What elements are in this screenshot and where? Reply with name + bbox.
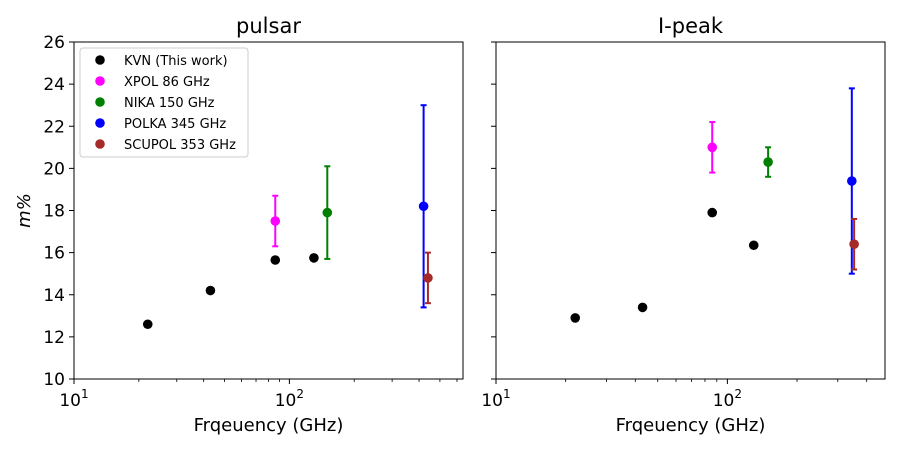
x-tick-label: 101 — [59, 387, 88, 411]
y-tick-label: 26 — [43, 33, 65, 53]
data-point — [309, 253, 319, 263]
legend-marker — [95, 118, 105, 128]
legend-label: SCUPOL 353 GHz — [124, 138, 236, 153]
data-point — [707, 142, 718, 153]
data-point — [763, 157, 773, 167]
legend-box — [79, 47, 249, 158]
data-point — [847, 176, 857, 186]
panel-title: I-peak — [658, 14, 724, 38]
data-point — [570, 313, 581, 323]
legend-label: XPOL 86 GHz — [124, 75, 210, 90]
data-point — [270, 216, 281, 226]
x-tick-label: 101 — [481, 387, 510, 411]
legend-label: NIKA 150 GHz — [124, 96, 215, 111]
y-tick-label: 20 — [43, 159, 65, 179]
data-point — [418, 201, 429, 212]
y-tick-label: 16 — [43, 244, 65, 264]
legend-label: KVN (This work) — [124, 54, 228, 69]
legend-marker — [95, 139, 105, 149]
y-tick-label: 24 — [43, 75, 65, 95]
x-tick-exponent: 1 — [81, 387, 89, 401]
y-tick-label: 14 — [43, 286, 65, 306]
data-point — [322, 207, 333, 218]
plot-frame — [495, 41, 886, 380]
data-point — [849, 239, 859, 249]
x-axis-label: Frqeuency (GHz) — [194, 415, 344, 436]
legend: KVN (This work) XPOL 86 GHz NIKA 150 GHz PO… — [79, 47, 249, 158]
x-tick-exponent: 1 — [503, 387, 511, 401]
data-point — [423, 273, 433, 283]
panel-title: pulsar — [236, 14, 301, 38]
x-tick-base: 10 — [275, 391, 297, 411]
x-tick-base: 10 — [59, 391, 81, 411]
y-axis-label: m% — [14, 193, 35, 228]
x-tick-base: 10 — [481, 391, 503, 411]
legend-marker — [95, 97, 105, 107]
x-tick-exponent: 2 — [734, 387, 742, 401]
plot-frame — [73, 41, 464, 380]
data-point — [637, 302, 648, 313]
data-point — [707, 207, 718, 218]
y-tick-label: 10 — [43, 370, 65, 390]
data-point — [748, 240, 759, 251]
y-tick-label: 12 — [43, 328, 65, 348]
x-tick-exponent: 2 — [296, 387, 304, 401]
data-point — [205, 285, 216, 296]
y-tick-label: 18 — [43, 202, 65, 222]
x-tick-label: 102 — [275, 387, 304, 411]
data-point — [142, 319, 153, 330]
legend-marker — [95, 55, 105, 65]
legend-marker — [95, 76, 105, 86]
x-axis-label: Frqeuency (GHz) — [616, 415, 766, 436]
y-tick-label: 22 — [43, 117, 65, 137]
x-tick-label: 102 — [713, 387, 742, 411]
data-point — [270, 255, 281, 265]
x-tick-base: 10 — [713, 391, 735, 411]
legend-label: POLKA 345 GHz — [124, 117, 226, 132]
